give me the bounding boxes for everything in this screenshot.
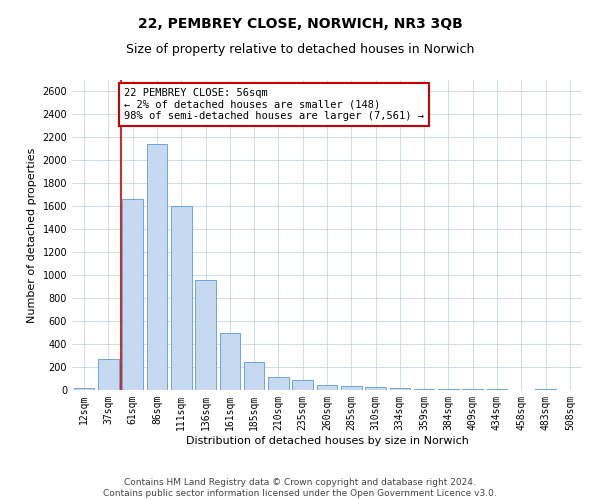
Bar <box>220 332 240 390</box>
Bar <box>292 380 313 390</box>
Bar <box>389 388 410 390</box>
Bar <box>122 200 143 390</box>
Bar <box>268 377 289 390</box>
Bar <box>171 206 191 390</box>
Bar <box>414 389 434 390</box>
Text: 22, PEMBREY CLOSE, NORWICH, NR3 3QB: 22, PEMBREY CLOSE, NORWICH, NR3 3QB <box>137 18 463 32</box>
Bar <box>535 389 556 390</box>
Bar <box>244 362 265 390</box>
Text: Contains HM Land Registry data © Crown copyright and database right 2024.
Contai: Contains HM Land Registry data © Crown c… <box>103 478 497 498</box>
Bar <box>365 388 386 390</box>
Y-axis label: Number of detached properties: Number of detached properties <box>27 148 37 322</box>
Bar <box>438 388 459 390</box>
Bar <box>195 280 216 390</box>
X-axis label: Distribution of detached houses by size in Norwich: Distribution of detached houses by size … <box>185 436 469 446</box>
Bar <box>146 144 167 390</box>
Text: 22 PEMBREY CLOSE: 56sqm
← 2% of detached houses are smaller (148)
98% of semi-de: 22 PEMBREY CLOSE: 56sqm ← 2% of detached… <box>124 88 424 121</box>
Bar <box>317 386 337 390</box>
Bar <box>98 359 119 390</box>
Bar <box>341 386 362 390</box>
Text: Size of property relative to detached houses in Norwich: Size of property relative to detached ho… <box>126 42 474 56</box>
Bar <box>74 388 94 390</box>
